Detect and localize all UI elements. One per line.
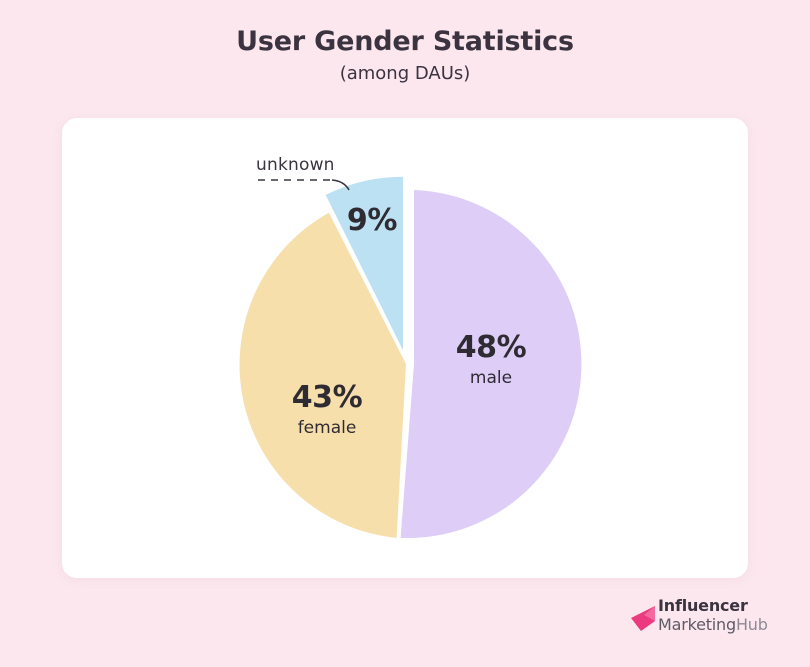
pie-label-female: 43% female (256, 382, 398, 437)
chart-header: User Gender Statistics (among DAUs) (0, 26, 810, 85)
pie-callout-unknown-label: unknown (256, 155, 335, 175)
brand-logo-marketing: Marketing (658, 615, 736, 634)
chart-card (62, 118, 748, 578)
brand-logo-text: Influencer MarketingHub (658, 598, 768, 633)
pie-label-male-name: male (469, 367, 513, 388)
pie-label-unknown-value: 9% (346, 203, 398, 238)
pie-label-male: 48% male (420, 332, 562, 387)
influencer-marketing-hub-arrow-icon (631, 606, 655, 631)
brand-logo-hub: Hub (735, 615, 768, 634)
brand-logo: Influencer MarketingHub (630, 598, 790, 644)
pie-label-female-name: female (297, 417, 357, 438)
page-title: User Gender Statistics (236, 26, 574, 57)
page-subtitle: (among DAUs) (339, 63, 471, 85)
pie-label-unknown: 9% (324, 205, 420, 237)
pie-label-female-value: 43% (291, 380, 363, 415)
brand-logo-line-2: MarketingHub (658, 617, 768, 633)
brand-logo-line-1: Influencer (658, 596, 748, 615)
pie-label-male-value: 48% (455, 330, 527, 365)
